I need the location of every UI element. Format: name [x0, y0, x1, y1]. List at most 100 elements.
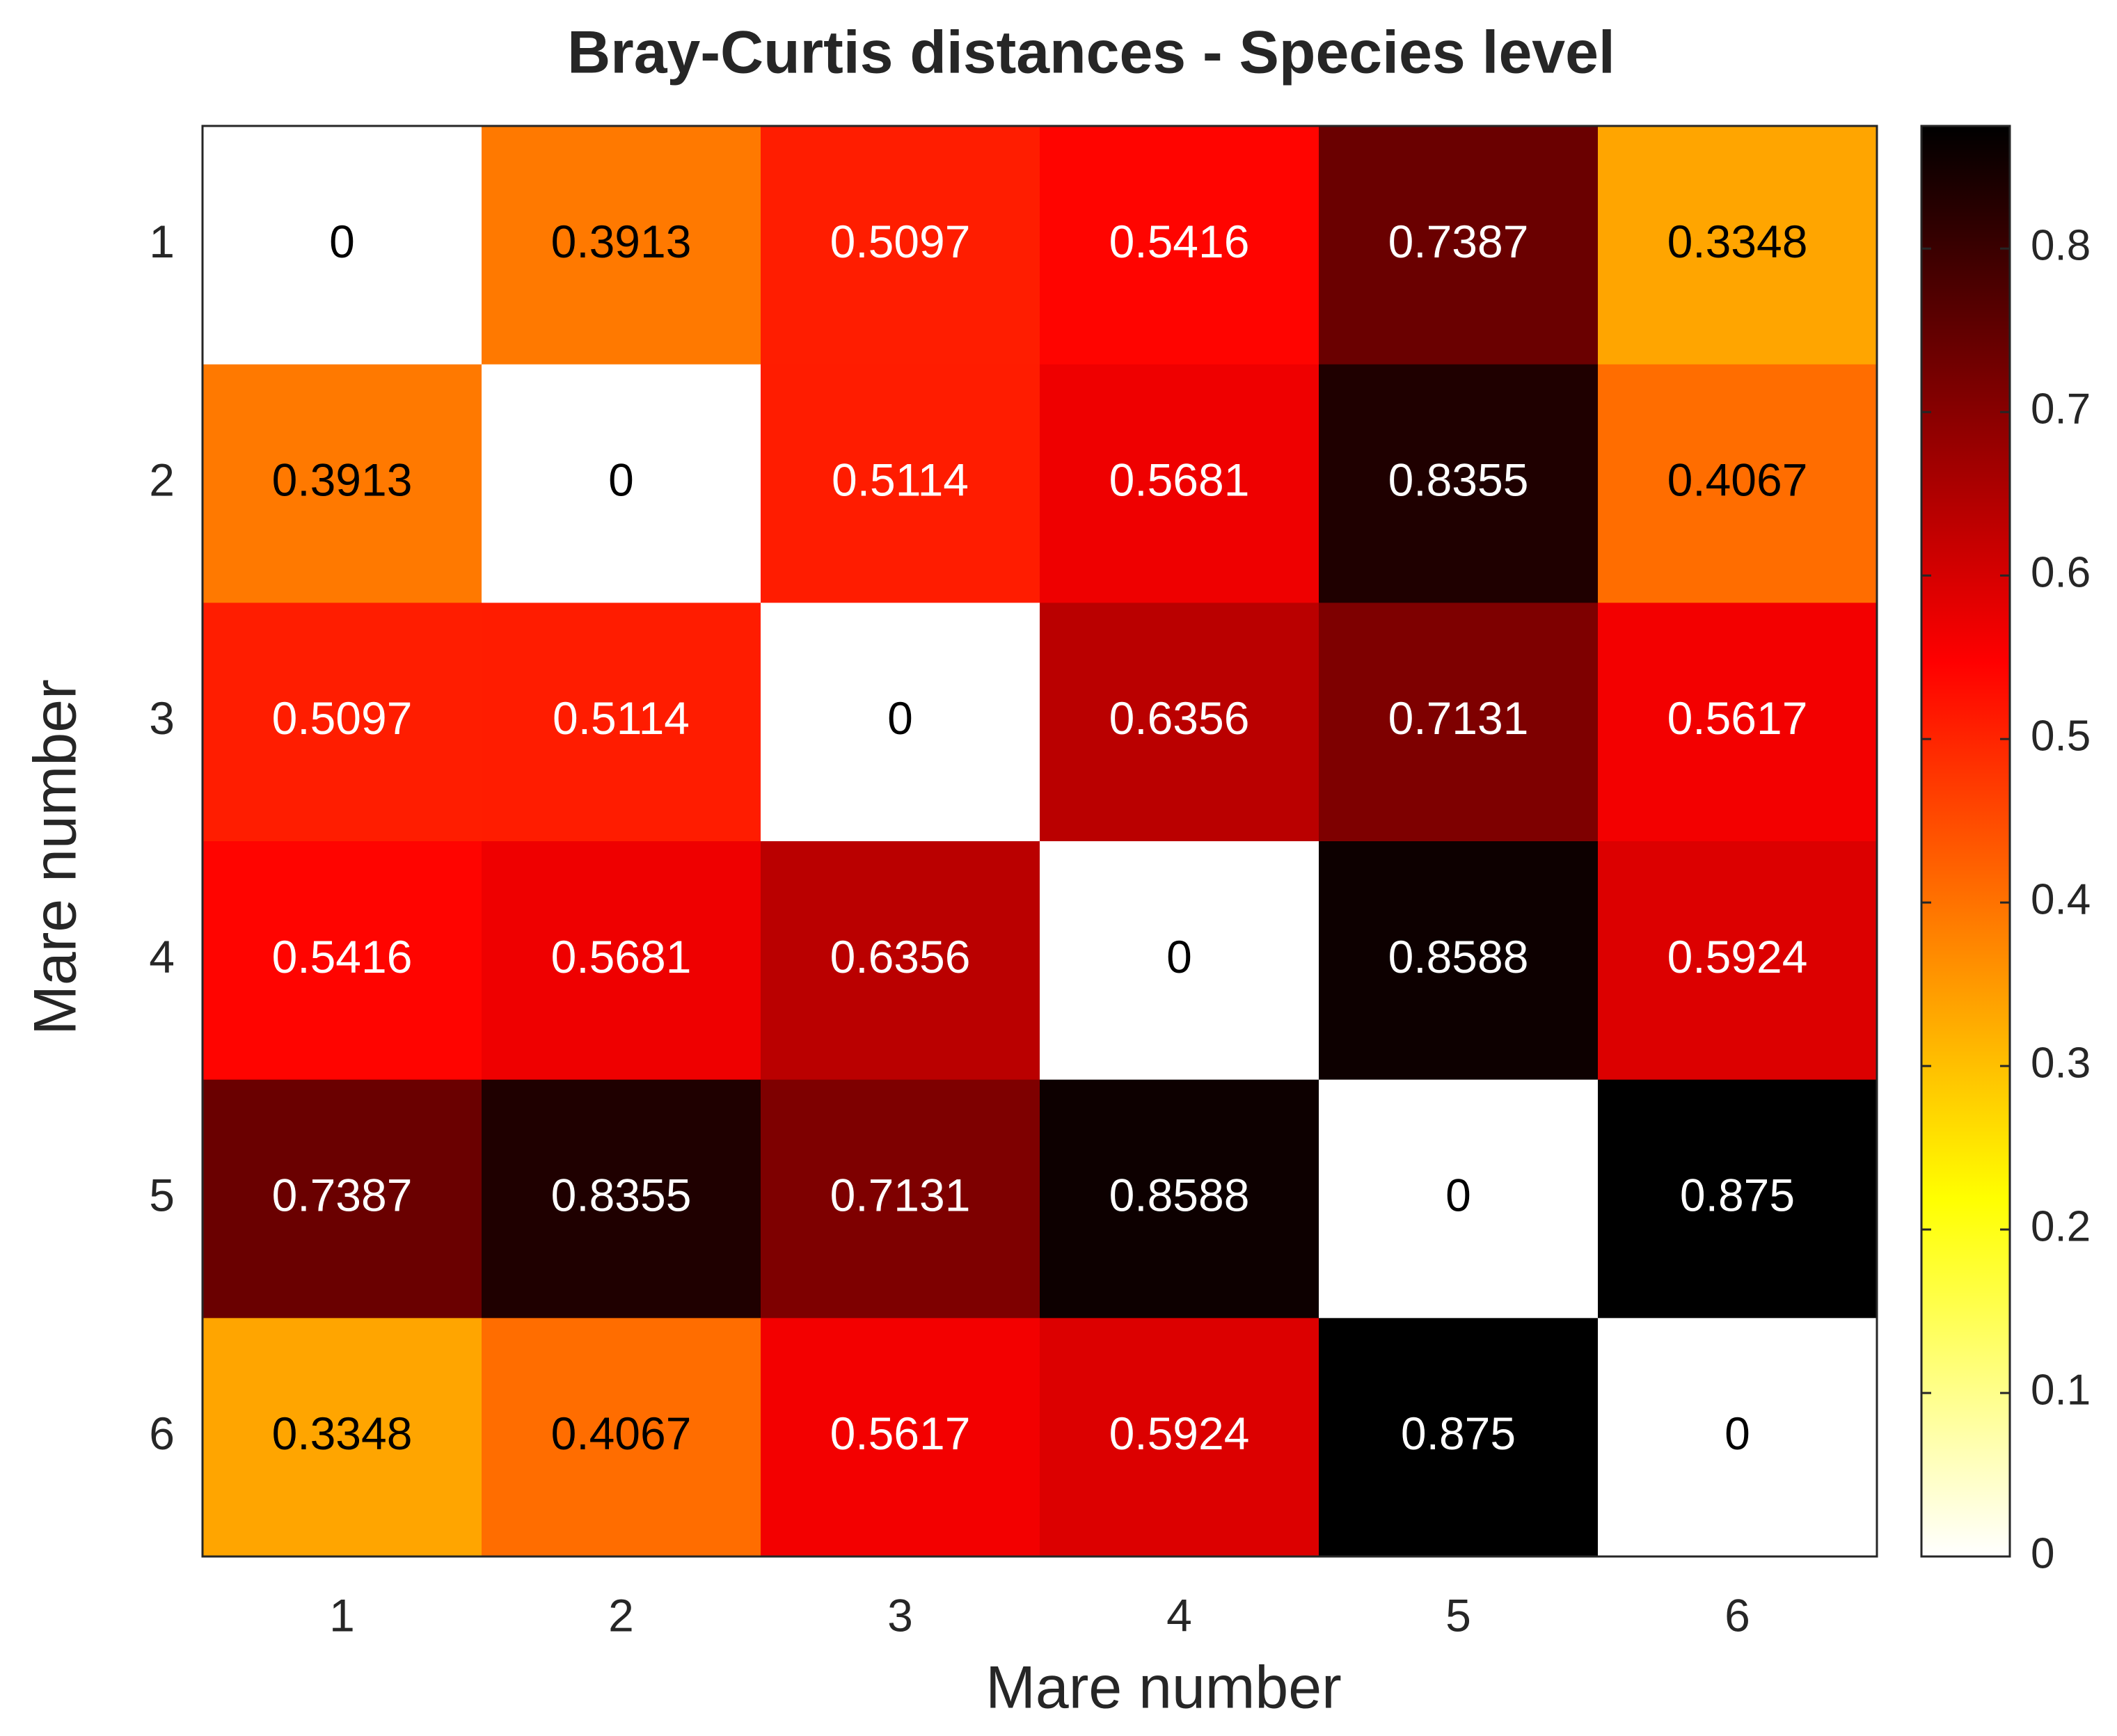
y-tick-label: 3 — [149, 692, 175, 744]
y-tick-label: 5 — [149, 1169, 175, 1220]
heatmap-cell — [1598, 364, 1878, 603]
cell-label: 0.6356 — [830, 931, 971, 982]
cell-label: 0.5416 — [1109, 216, 1250, 267]
heatmap-cell — [1319, 126, 1599, 365]
cell-label: 0 — [329, 216, 355, 267]
heatmap-cell — [1598, 1079, 1878, 1319]
cell-label: 0.7131 — [830, 1169, 971, 1220]
cell-label: 0.5617 — [1667, 692, 1808, 744]
heatmap-cell — [482, 126, 761, 365]
cell-label: 0.7387 — [1388, 216, 1529, 267]
heatmap-cell — [1040, 1079, 1319, 1319]
heatmap-cell — [1598, 841, 1878, 1081]
heatmap-cell — [203, 603, 482, 842]
colorbar-tick-label: 0.7 — [2031, 385, 2091, 433]
colorbar-tick-label: 0.5 — [2031, 712, 2091, 761]
cell-label: 0.5924 — [1109, 1408, 1250, 1459]
y-tick-label: 1 — [149, 216, 175, 267]
heatmap-cell — [203, 1318, 482, 1557]
cell-label: 0.5924 — [1667, 931, 1808, 982]
cell-label: 0.3913 — [272, 454, 413, 505]
heatmap-cell — [761, 841, 1040, 1081]
heatmap-cell — [1040, 603, 1319, 842]
cell-label: 0.875 — [1401, 1408, 1516, 1459]
cell-label: 0.6356 — [1109, 692, 1250, 744]
heatmap-cell — [1040, 126, 1319, 365]
y-tick-label: 2 — [149, 454, 175, 505]
x-tick-label: 1 — [329, 1589, 355, 1641]
heatmap-cell — [482, 364, 761, 603]
cell-label: 0 — [887, 692, 913, 744]
heatmap-cell — [203, 1079, 482, 1319]
heatmap-cell — [1040, 1318, 1319, 1557]
x-tick-label: 5 — [1445, 1589, 1471, 1641]
cell-label: 0.5097 — [272, 692, 413, 744]
cell-label: 0 — [1166, 931, 1192, 982]
cell-label: 0.5097 — [830, 216, 971, 267]
chart-title: Bray-Curtis distances - Species level — [567, 19, 1615, 86]
heatmap-cell — [1598, 1318, 1878, 1557]
x-tick-label: 3 — [887, 1589, 913, 1641]
cell-label: 0 — [1445, 1169, 1471, 1220]
heatmap-cell — [1319, 841, 1599, 1081]
heatmap-cell — [761, 1079, 1040, 1319]
colorbar-tick-label: 0 — [2031, 1529, 2054, 1577]
colorbar-tick-label: 0.3 — [2031, 1039, 2091, 1087]
heatmap-cell — [1319, 1318, 1599, 1557]
cell-label: 0.5416 — [272, 931, 413, 982]
heatmap-cell — [1040, 841, 1319, 1081]
heatmap-cell — [1319, 603, 1599, 842]
heatmap-cell — [203, 841, 482, 1081]
cell-label: 0 — [1724, 1408, 1750, 1459]
colorbar-tick-label: 0.2 — [2031, 1202, 2091, 1250]
heatmap-cell — [1598, 603, 1878, 842]
heatmap-cell — [203, 364, 482, 603]
colorbar-tick-label: 0.6 — [2031, 549, 2091, 597]
cell-label: 0.8355 — [1388, 454, 1529, 505]
heatmap-cell — [482, 841, 761, 1081]
heatmap-cell — [482, 603, 761, 842]
cell-label: 0.4067 — [551, 1408, 692, 1459]
cell-label: 0.5114 — [553, 692, 690, 744]
cell-label: 0.7131 — [1388, 692, 1529, 744]
y-axis-label: Mare number — [22, 679, 89, 1035]
heatmap-cell — [761, 364, 1040, 603]
x-axis-label: Mare number — [985, 1655, 1341, 1721]
cell-label: 0.8355 — [551, 1169, 692, 1220]
colorbar-tick-label: 0.8 — [2031, 222, 2091, 270]
cell-label: 0.875 — [1680, 1169, 1795, 1220]
colorbar-tick-label: 0.4 — [2031, 875, 2091, 923]
colorbar — [1920, 125, 2011, 1558]
cell-label: 0.3348 — [1667, 216, 1808, 267]
heatmap-cell — [761, 1318, 1040, 1557]
heatmap-cell — [482, 1079, 761, 1319]
cell-label: 0.3913 — [551, 216, 692, 267]
cell-label: 0.3348 — [272, 1408, 413, 1459]
cell-label: 0 — [608, 454, 634, 505]
heatmap-cell — [1319, 1079, 1599, 1319]
y-tick-label: 4 — [149, 931, 175, 982]
cell-label: 0.7387 — [272, 1169, 413, 1220]
cell-label: 0.4067 — [1667, 454, 1808, 505]
cell-label: 0.5681 — [1109, 454, 1250, 505]
cell-label: 0.5617 — [830, 1408, 971, 1459]
y-tick-label: 6 — [149, 1408, 175, 1459]
cell-label: 0.8588 — [1109, 1169, 1250, 1220]
heatmap-cell — [761, 126, 1040, 365]
x-tick-label: 6 — [1724, 1589, 1750, 1641]
x-tick-label: 4 — [1166, 1589, 1192, 1641]
heatmap-cell — [1598, 126, 1878, 365]
colorbar-tick-label: 0.1 — [2031, 1366, 2091, 1414]
heatmap-cell — [1319, 364, 1599, 603]
x-tick-label: 2 — [608, 1589, 634, 1641]
heatmap-cell — [761, 603, 1040, 842]
heatmap-cell — [203, 126, 482, 365]
cell-label: 0.5114 — [832, 454, 969, 505]
cell-label: 0.5681 — [551, 931, 692, 982]
plot-border — [201, 125, 1878, 1558]
heatmap-cell — [482, 1318, 761, 1557]
cell-label: 0.8588 — [1388, 931, 1529, 982]
heatmap-cell — [1040, 364, 1319, 603]
